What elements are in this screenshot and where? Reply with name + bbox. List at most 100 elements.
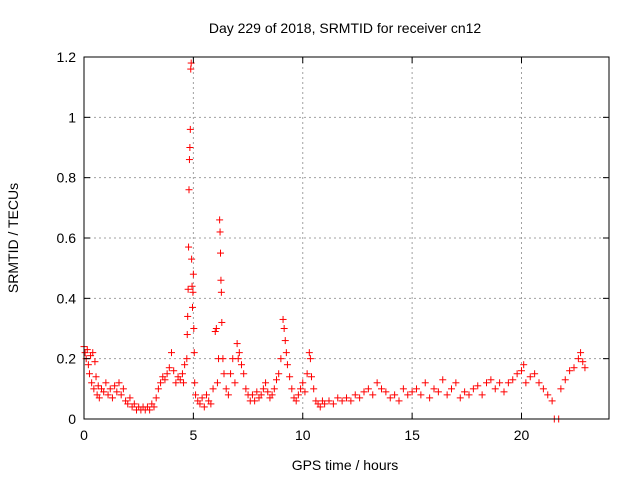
data-points <box>80 59 589 423</box>
data-point <box>262 379 270 387</box>
x-tick-label: 20 <box>514 427 530 443</box>
data-point <box>207 400 215 408</box>
data-point <box>248 391 256 399</box>
data-point <box>100 388 108 396</box>
data-point <box>395 397 403 405</box>
data-point <box>224 391 232 399</box>
data-point <box>84 361 92 369</box>
data-point <box>163 370 171 378</box>
data-point <box>288 385 296 393</box>
data-point <box>526 373 534 381</box>
data-point <box>279 315 287 323</box>
data-point <box>161 376 169 384</box>
data-point <box>478 391 486 399</box>
data-point <box>184 312 192 320</box>
data-point <box>531 370 539 378</box>
data-point <box>183 355 191 363</box>
y-tick-label: 0.6 <box>57 230 77 246</box>
data-point <box>186 125 194 133</box>
data-point <box>456 394 464 402</box>
data-point <box>334 394 342 402</box>
data-point <box>465 391 473 399</box>
data-point <box>268 391 276 399</box>
data-point <box>185 156 193 164</box>
data-point <box>183 331 191 339</box>
data-point <box>90 385 98 393</box>
data-point <box>513 370 521 378</box>
data-point <box>108 394 116 402</box>
data-point <box>356 394 364 402</box>
data-point <box>94 382 102 390</box>
data-point <box>275 370 283 378</box>
data-point <box>391 391 399 399</box>
data-point <box>299 379 307 387</box>
data-point <box>168 349 175 357</box>
data-point <box>124 400 132 408</box>
data-point <box>198 394 206 402</box>
data-point <box>176 376 184 384</box>
data-point <box>117 391 125 399</box>
data-point <box>461 388 469 396</box>
data-point <box>338 397 346 405</box>
data-point <box>574 355 582 363</box>
data-point <box>189 288 197 296</box>
data-point <box>281 337 289 345</box>
data-point <box>264 388 272 396</box>
data-point <box>111 382 119 390</box>
data-point <box>286 373 294 381</box>
data-point <box>83 346 91 354</box>
data-point <box>189 303 196 311</box>
data-point <box>165 364 173 372</box>
data-point <box>301 388 309 396</box>
data-point <box>426 394 434 402</box>
data-point <box>303 370 311 378</box>
data-point <box>218 318 226 326</box>
data-point <box>413 385 420 393</box>
data-point <box>421 379 429 387</box>
data-point <box>240 370 248 378</box>
data-point <box>185 243 193 251</box>
data-point <box>280 325 288 332</box>
data-point <box>200 403 208 411</box>
data-point <box>557 385 565 393</box>
data-point <box>483 379 490 387</box>
data-point <box>180 379 188 387</box>
data-point <box>253 388 261 396</box>
x-tick-label: 15 <box>404 427 420 443</box>
x-axis-label: GPS time / hours <box>292 457 399 473</box>
data-point <box>378 385 385 393</box>
data-point <box>386 394 394 402</box>
data-point <box>231 379 239 387</box>
data-point <box>577 349 585 357</box>
data-point <box>188 255 196 263</box>
data-point <box>570 364 578 372</box>
data-point <box>297 385 305 393</box>
axis-ticks: 0 0.2 0.4 0.6 0.8 1 1.2 0 5 10 15 20 <box>57 49 609 443</box>
data-point <box>146 406 154 414</box>
data-point <box>417 391 425 399</box>
data-point <box>119 385 127 393</box>
data-point <box>212 325 220 332</box>
data-point <box>408 388 416 396</box>
data-point <box>251 397 259 405</box>
data-point <box>308 373 315 381</box>
data-point <box>157 379 165 387</box>
data-point <box>351 391 359 399</box>
data-point <box>329 400 337 408</box>
data-point <box>382 388 390 396</box>
y-tick-label: 0 <box>68 411 76 427</box>
data-point <box>242 385 250 393</box>
data-point <box>522 379 530 387</box>
data-point <box>102 379 110 387</box>
data-point <box>257 391 265 399</box>
y-tick-label: 0.2 <box>57 351 77 367</box>
data-point <box>434 388 442 396</box>
data-point <box>491 385 499 393</box>
data-point <box>190 349 198 357</box>
data-point <box>217 288 225 296</box>
data-point <box>187 59 195 67</box>
y-tick-label: 1.2 <box>57 49 77 65</box>
data-point <box>294 391 302 399</box>
data-point <box>283 361 291 369</box>
